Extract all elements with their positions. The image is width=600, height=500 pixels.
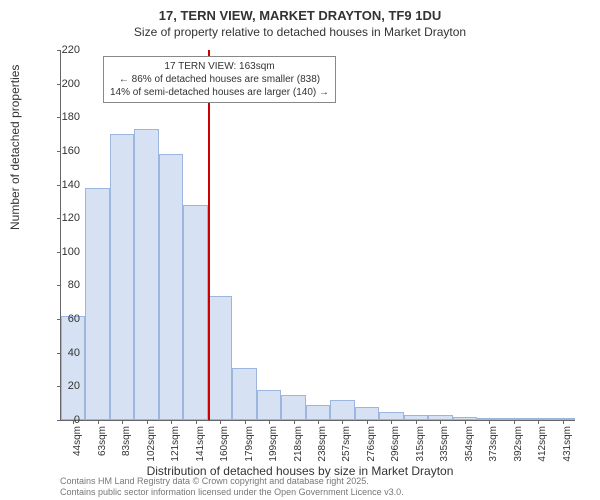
xtick-mark	[465, 420, 466, 424]
histogram-bar	[355, 407, 379, 420]
xtick-mark	[269, 420, 270, 424]
histogram-bar	[257, 390, 281, 420]
attribution-line: Contains HM Land Registry data © Crown c…	[60, 476, 404, 487]
xtick-mark	[220, 420, 221, 424]
xtick-label: 218sqm	[293, 426, 304, 466]
ytick-label: 0	[50, 414, 80, 426]
histogram-bar	[208, 296, 232, 420]
xtick-mark	[342, 420, 343, 424]
ytick-label: 60	[50, 313, 80, 325]
xtick-label: 63sqm	[97, 426, 108, 466]
ytick-label: 40	[50, 347, 80, 359]
xtick-label: 141sqm	[195, 426, 206, 466]
xtick-label: 179sqm	[244, 426, 255, 466]
chart-title: 17, TERN VIEW, MARKET DRAYTON, TF9 1DU	[0, 0, 600, 23]
y-axis-label: Number of detached properties	[8, 65, 22, 230]
xtick-label: 238sqm	[317, 426, 328, 466]
xtick-mark	[416, 420, 417, 424]
ytick-label: 160	[50, 145, 80, 157]
xtick-label: 412sqm	[537, 426, 548, 466]
xtick-label: 373sqm	[488, 426, 499, 466]
xtick-label: 199sqm	[268, 426, 279, 466]
histogram-bar	[232, 368, 256, 420]
xtick-mark	[318, 420, 319, 424]
xtick-mark	[196, 420, 197, 424]
xtick-label: 44sqm	[72, 426, 83, 466]
xtick-mark	[563, 420, 564, 424]
annotation-line: 17 TERN VIEW: 163sqm	[110, 60, 329, 73]
xtick-mark	[147, 420, 148, 424]
xtick-label: 83sqm	[121, 426, 132, 466]
ytick-label: 80	[50, 279, 80, 291]
histogram-bar	[134, 129, 158, 420]
ytick-label: 120	[50, 212, 80, 224]
chart-subtitle: Size of property relative to detached ho…	[0, 25, 600, 39]
histogram-bar	[183, 205, 207, 420]
xtick-mark	[245, 420, 246, 424]
histogram-bar	[159, 154, 183, 420]
ytick-label: 20	[50, 380, 80, 392]
chart-container: 17, TERN VIEW, MARKET DRAYTON, TF9 1DU S…	[0, 0, 600, 500]
ytick-label: 200	[50, 78, 80, 90]
xtick-label: 257sqm	[341, 426, 352, 466]
xtick-label: 315sqm	[415, 426, 426, 466]
xtick-label: 160sqm	[219, 426, 230, 466]
annotation-line: 14% of semi-detached houses are larger (…	[110, 86, 329, 99]
histogram-bar	[110, 134, 134, 420]
plot-area: 17 TERN VIEW: 163sqm← 86% of detached ho…	[60, 50, 575, 421]
attribution-text: Contains HM Land Registry data © Crown c…	[60, 476, 404, 498]
histogram-bar	[281, 395, 305, 420]
xtick-label: 121sqm	[170, 426, 181, 466]
ytick-label: 180	[50, 111, 80, 123]
attribution-line: Contains public sector information licen…	[60, 487, 404, 498]
xtick-mark	[440, 420, 441, 424]
ytick-label: 140	[50, 179, 80, 191]
xtick-mark	[171, 420, 172, 424]
xtick-label: 431sqm	[562, 426, 573, 466]
xtick-mark	[538, 420, 539, 424]
property-marker-line	[208, 50, 210, 420]
xtick-label: 392sqm	[513, 426, 524, 466]
xtick-mark	[367, 420, 368, 424]
histogram-bar	[61, 316, 85, 420]
xtick-label: 335sqm	[439, 426, 450, 466]
xtick-mark	[391, 420, 392, 424]
ytick-label: 220	[50, 44, 80, 56]
histogram-bar	[330, 400, 354, 420]
xtick-mark	[98, 420, 99, 424]
marker-annotation: 17 TERN VIEW: 163sqm← 86% of detached ho…	[103, 56, 336, 103]
xtick-mark	[489, 420, 490, 424]
xtick-label: 102sqm	[146, 426, 157, 466]
annotation-line: ← 86% of detached houses are smaller (83…	[110, 73, 329, 86]
histogram-bar	[379, 412, 403, 420]
xtick-mark	[122, 420, 123, 424]
xtick-label: 354sqm	[464, 426, 475, 466]
histogram-bar	[306, 405, 330, 420]
xtick-mark	[294, 420, 295, 424]
ytick-label: 100	[50, 246, 80, 258]
xtick-mark	[514, 420, 515, 424]
xtick-label: 276sqm	[366, 426, 377, 466]
xtick-label: 296sqm	[390, 426, 401, 466]
histogram-bar	[85, 188, 109, 420]
